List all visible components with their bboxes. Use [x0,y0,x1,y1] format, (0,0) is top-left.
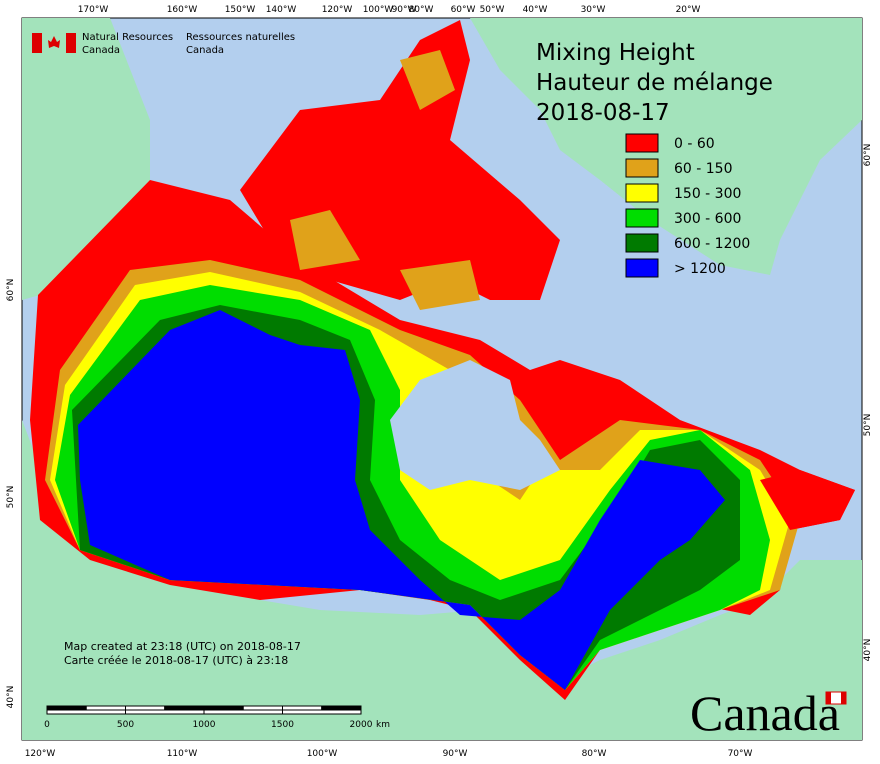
lon-label: 120°W [25,749,56,759]
scale-bar: 0 500 1000 1500 2000 km [44,705,390,730]
flag-bar [66,33,76,53]
agency-en: Canada [82,45,120,56]
flag-bar [826,692,831,704]
legend-swatch [625,233,659,253]
lat-label: 40°N [6,686,16,709]
arctic-orange-2 [290,210,480,310]
hudson-bay [390,360,560,490]
maple-leaf [48,36,60,48]
flag-bar [32,33,42,53]
agency-fr: Ressources naturelles [186,32,295,43]
scale-unit: km [376,720,390,730]
scale-segment [125,709,205,715]
flag-bar [841,692,846,704]
wordmark: Canada [690,685,840,741]
greenland [470,18,862,275]
lon-label: 170°W [78,5,109,15]
lon-label: 40°W [523,5,548,15]
lon-label: 100°W [363,5,394,15]
arctic-orange [400,50,455,110]
lat-label: 60°N [863,144,873,167]
scale-segment [46,709,126,715]
scale-segment [164,705,205,711]
legend-label: > 1200 [674,261,726,277]
legend: 0 - 60 60 - 150 150 - 300 300 - 600 600 - 12… [625,133,750,278]
lon-label: 30°W [581,5,606,15]
lon-label: 80°W [582,749,607,759]
lon-label: 140°W [266,5,297,15]
legend-label: 300 - 600 [674,211,741,227]
footer-note: Map created at 23:18 (UTC) on 2018-08-17 [64,640,301,653]
graticule-labels: 170°W 160°W 150°W 140°W 120°W 100°W90°W80°W 60… [6,5,873,759]
scale-label: 1000 [193,720,216,730]
lat-label: 40°N [863,639,873,662]
lon-label: 60°W [451,5,476,15]
wordmark-flag [825,691,847,705]
lon-label: 20°W [676,5,701,15]
scale-segment [242,705,283,711]
legend-swatch [625,208,659,228]
lat-label: 60°N [6,279,16,302]
lon-label: 90°W [443,749,468,759]
lon-label: 50°W [480,5,505,15]
newfoundland [760,470,855,530]
scale-segment [203,705,244,711]
agency-fr: Canada [186,45,224,56]
legend-swatch [625,133,659,153]
lon-label: 80°W [409,5,434,15]
legend-label: 600 - 1200 [674,236,750,252]
lat-label: 50°N [863,414,873,437]
scale-segment [85,705,126,711]
scale-label: 500 [117,720,134,730]
legend-label: 150 - 300 [674,186,741,202]
scale-segment [282,705,323,711]
lon-label: 100°W [307,749,338,759]
usa [22,420,862,740]
legend-label: 60 - 150 [674,161,733,177]
scale-label: 1500 [271,720,294,730]
lon-label: 160°W [167,5,198,15]
title: Hauteur de mélange [536,70,773,96]
lon-label: 70°W [728,749,753,759]
legend-swatch [625,258,659,278]
scale-label: 0 [44,720,50,730]
scale-segment [321,705,362,711]
lon-label: 110°W [167,749,198,759]
title: Mixing Height [536,40,695,66]
scale-label: 2000 [350,720,373,730]
zone-blue [78,310,725,690]
legend-swatch [625,183,659,203]
scale-segment [46,705,87,711]
nrcan-signature: Natural Resources Canada Ressources natu… [32,32,295,56]
lon-label: 120°W [322,5,353,15]
agency-en: Natural Resources [82,32,173,43]
canada [30,20,855,700]
legend-label: 0 - 60 [674,136,715,152]
footer-note: Carte créée le 2018-08-17 (UTC) à 23:18 [64,654,288,667]
scale-segment [282,709,362,715]
legend-swatch [625,158,659,178]
title-date: 2018-08-17 [536,100,670,126]
lon-label: 150°W [225,5,256,15]
scale-segment [203,709,283,715]
alaska [22,18,150,300]
lat-label: 50°N [6,486,16,509]
scale-segment [125,705,166,711]
lon-label: 90°W [392,5,417,15]
